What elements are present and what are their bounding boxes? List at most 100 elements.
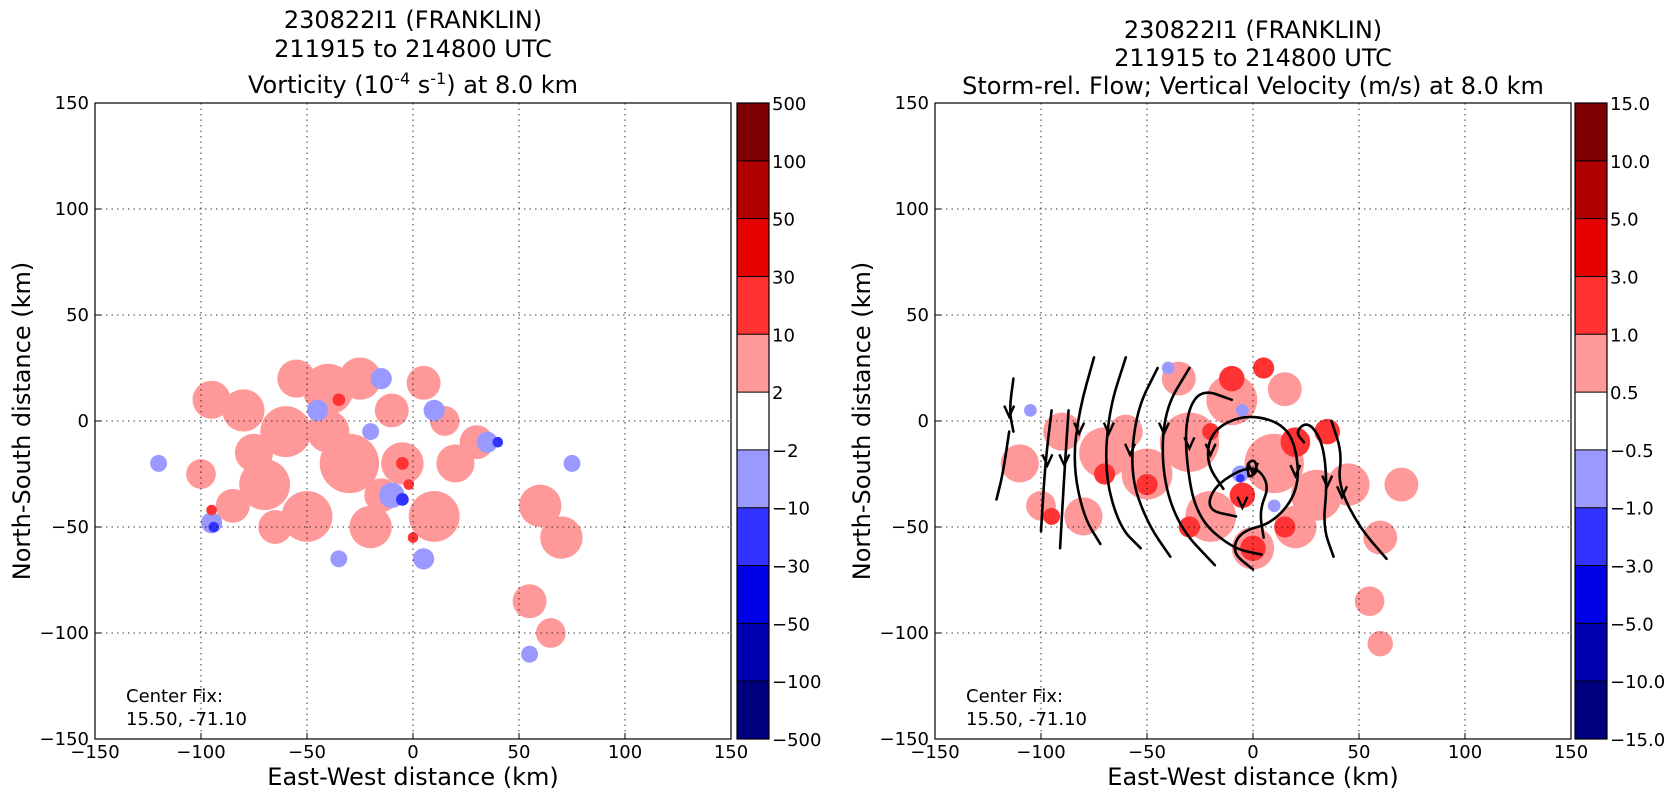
vorticity-pos-region <box>338 357 382 400</box>
vorticity-y-tick-label: −50 <box>51 517 89 538</box>
velocity-strong-neg-region <box>1236 474 1245 483</box>
vorticity-center-fix-value: 15.50, -71.10 <box>126 709 247 730</box>
vorticity-x-tick-label: −50 <box>288 742 326 763</box>
velocity-neg-region <box>1161 361 1175 375</box>
velocity-x-tick-label: 150 <box>1554 742 1588 763</box>
velocity-y-tick-label: −50 <box>891 517 929 538</box>
velocity-colorbar-segment <box>1575 623 1607 682</box>
velocity-colorbar-tick-label: 10.0 <box>1610 152 1650 173</box>
streamline-arrowhead <box>1335 485 1349 501</box>
vorticity-colorbar-tick-label: −10 <box>772 499 810 520</box>
vorticity-title-line-3: Vorticity (10-4 s-1) at 8.0 km <box>248 69 578 99</box>
streamline-arrowhead <box>1236 496 1249 511</box>
velocity-colorbar-tick-label: 0.5 <box>1610 383 1639 404</box>
streamline-arrowhead <box>1321 475 1334 490</box>
vorticity-x-tick-label: 150 <box>714 742 748 763</box>
streamline-arrowhead <box>1289 464 1302 479</box>
vorticity-pos-region <box>258 510 293 544</box>
velocity-pos-region <box>1267 372 1302 407</box>
vorticity-colorbar-tick-label: −2 <box>772 441 799 462</box>
vorticity-colorbar-segment <box>737 276 769 335</box>
vorticity-pos-region <box>519 484 562 527</box>
vorticity-x-tick-label: −150 <box>70 742 119 763</box>
velocity-x-tick-label: 50 <box>1348 742 1371 763</box>
vorticity-y-tick-label: 50 <box>66 305 89 326</box>
vorticity-strong-pos-region <box>332 393 346 407</box>
vorticity-colorbar-tick-label: 30 <box>772 267 795 288</box>
vorticity-colorbar-segment <box>737 681 769 739</box>
vorticity-colorbar-tick-label: −100 <box>772 672 821 693</box>
streamline-arrowhead <box>1003 405 1016 420</box>
velocity-colorbar-segment <box>1575 392 1607 450</box>
vorticity-title-mid: s <box>410 71 430 99</box>
vorticity-grid <box>95 103 731 739</box>
vorticity-colorbar-tick-label: 10 <box>772 325 795 346</box>
vorticity-neg-region <box>307 399 329 421</box>
vorticity-colorbar-tick-label: −30 <box>772 557 810 578</box>
vorticity-field <box>150 357 583 663</box>
velocity-field <box>1000 357 1419 657</box>
streamline <box>1208 467 1268 539</box>
velocity-strong-pos-region <box>1219 365 1245 392</box>
vorticity-colorbar-segment <box>737 334 769 393</box>
streamline-arrowhead <box>1041 453 1054 469</box>
vorticity-y-tick-label: 0 <box>78 411 89 432</box>
velocity-x-tick-label: −100 <box>1016 742 1065 763</box>
vorticity-y-tick-label: −150 <box>40 729 89 750</box>
velocity-title-line-2: 211915 to 214800 UTC <box>1114 44 1392 72</box>
velocity-colorbar-tick-label: −5.0 <box>1610 614 1654 635</box>
velocity-pos-region <box>1327 463 1370 506</box>
velocity-colorbar-tick-label: 5.0 <box>1610 210 1639 231</box>
velocity-colorbar-segment <box>1575 449 1607 508</box>
velocity-pos-region <box>1354 586 1385 617</box>
velocity-y-tick-label: 0 <box>918 411 929 432</box>
vorticity-neg-region <box>330 550 348 568</box>
streamline <box>1296 423 1335 558</box>
streamline-arrowhead <box>1204 443 1217 458</box>
vorticity-colorbar-segment <box>737 103 769 161</box>
vorticity-colorbar: 500 100 50 30 10 2 −2 −10 −30 −50 −100 −500 <box>736 94 821 751</box>
velocity-colorbar-tick-label: −15.0 <box>1610 730 1665 751</box>
velocity-neg-region <box>1267 499 1281 513</box>
velocity-colorbar-segment <box>1575 218 1607 277</box>
vorticity-pos-region <box>512 584 547 619</box>
velocity-neg-region <box>1236 404 1249 417</box>
velocity-neg-region <box>1024 404 1037 417</box>
velocity-y-axis-label: North-South distance (km) <box>848 262 876 581</box>
streamline <box>1206 415 1300 571</box>
vorticity-pos-region <box>239 459 291 511</box>
storm-relative-streamlines <box>995 356 1388 571</box>
vorticity-x-tick-label: −100 <box>176 742 225 763</box>
velocity-colorbar-tick-label: −0.5 <box>1610 441 1654 462</box>
velocity-colorbar-segment <box>1575 160 1607 219</box>
vorticity-neg-region <box>476 431 498 453</box>
vorticity-y-axis-label: North-South distance (km) <box>8 262 36 581</box>
vorticity-strong-pos-region <box>403 479 415 490</box>
velocity-pos-region <box>1043 412 1082 451</box>
vorticity-colorbar-tick-label: 2 <box>772 383 783 404</box>
vorticity-colorbar-segment <box>737 507 769 566</box>
vorticity-colorbar-tick-label: 50 <box>772 210 795 231</box>
velocity-title-line-1: 230822I1 (FRANKLIN) <box>1124 16 1382 44</box>
velocity-plot-frame <box>934 102 1572 740</box>
vorticity-x-tick-label: 100 <box>608 742 642 763</box>
velocity-pos-region <box>1367 630 1393 657</box>
velocity-pos-region <box>1384 467 1419 502</box>
velocity-colorbar: 15.0 10.0 5.0 3.0 1.0 0.5 −0.5 −1.0 −3.0 −5.0 −10.… <box>1574 94 1665 751</box>
vorticity-title-suffix: ) at 8.0 km <box>446 71 578 99</box>
velocity-colorbar-segment <box>1575 103 1607 161</box>
vorticity-pos-region <box>186 459 216 489</box>
velocity-colorbar-tick-label: −10.0 <box>1610 672 1665 693</box>
streamline <box>1058 409 1070 550</box>
vorticity-axis-ticks: −150 −100 −50 0 50 100 150 −150 −100 −50 0 50 100 150 <box>40 93 749 763</box>
velocity-strong-pos-region <box>1274 516 1296 538</box>
velocity-strong-pos-region <box>1202 423 1220 441</box>
velocity-y-tick-label: 150 <box>895 93 929 114</box>
velocity-colorbar-segment <box>1575 276 1607 335</box>
velocity-x-axis-label: East-West distance (km) <box>1107 763 1398 791</box>
velocity-axis-ticks: −150 −100 −50 0 50 100 150 −150 −100 −50 0 50 100 150 <box>880 93 1589 763</box>
vorticity-strong-neg-region <box>396 493 409 506</box>
streamline <box>1104 356 1142 550</box>
vorticity-colorbar-segment <box>737 449 769 508</box>
vorticity-neg-region <box>423 399 445 421</box>
